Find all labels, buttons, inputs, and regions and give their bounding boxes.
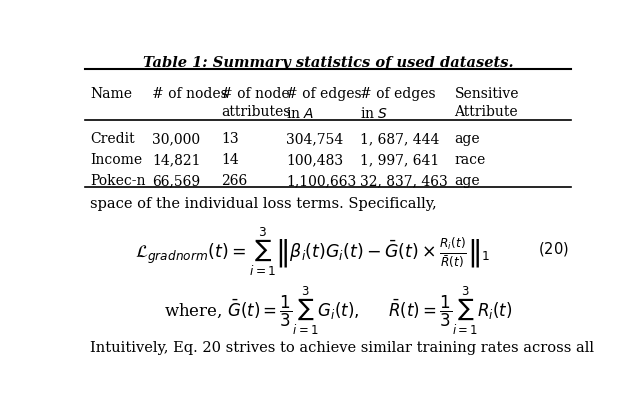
Text: Income: Income (90, 153, 142, 167)
Text: 66,569: 66,569 (152, 174, 200, 188)
Text: race: race (454, 153, 486, 167)
Text: $\bar{R}(t) = \dfrac{1}{3}\sum_{i=1}^{3} R_i(t)$: $\bar{R}(t) = \dfrac{1}{3}\sum_{i=1}^{3}… (388, 284, 512, 337)
Text: 13: 13 (221, 132, 239, 146)
Text: 266: 266 (221, 174, 248, 188)
Text: Credit: Credit (90, 132, 134, 146)
Text: # of node
attributes: # of node attributes (221, 87, 291, 120)
Text: # of edges
in $A$: # of edges in $A$ (286, 87, 362, 121)
Text: 1,100,663: 1,100,663 (286, 174, 356, 188)
Text: Table 1: Summary statistics of used datasets.: Table 1: Summary statistics of used data… (143, 56, 513, 70)
Text: 304,754: 304,754 (286, 132, 343, 146)
Text: Name: Name (90, 87, 132, 101)
Text: where, $\bar{G}(t) = \dfrac{1}{3}\sum_{i=1}^{3} G_i(t),$: where, $\bar{G}(t) = \dfrac{1}{3}\sum_{i… (164, 284, 360, 337)
Text: age: age (454, 174, 480, 188)
Text: Sensitive
Attribute: Sensitive Attribute (454, 87, 519, 120)
Text: 1, 687, 444: 1, 687, 444 (360, 132, 440, 146)
Text: 14: 14 (221, 153, 239, 167)
Text: 1, 997, 641: 1, 997, 641 (360, 153, 440, 167)
Text: $\mathcal{L}_{gradnorm}(t) = \sum_{i=1}^{3}\left\|\beta_i(t)G_i(t) - \bar{G}(t) : $\mathcal{L}_{gradnorm}(t) = \sum_{i=1}^… (135, 226, 491, 278)
Text: $(20)$: $(20)$ (538, 240, 568, 258)
Text: age: age (454, 132, 480, 146)
Text: # of edges
in $S$: # of edges in $S$ (360, 87, 436, 121)
Text: 30,000: 30,000 (152, 132, 200, 146)
Text: 100,483: 100,483 (286, 153, 343, 167)
Text: # of nodes: # of nodes (152, 87, 228, 101)
Text: Pokec-n: Pokec-n (90, 174, 145, 188)
Text: Intuitively, Eq. 20 strives to achieve similar training rates across all: Intuitively, Eq. 20 strives to achieve s… (90, 341, 594, 355)
Text: 14,821: 14,821 (152, 153, 200, 167)
Text: space of the individual loss terms. Specifically,: space of the individual loss terms. Spec… (90, 197, 436, 211)
Text: 32, 837, 463: 32, 837, 463 (360, 174, 448, 188)
